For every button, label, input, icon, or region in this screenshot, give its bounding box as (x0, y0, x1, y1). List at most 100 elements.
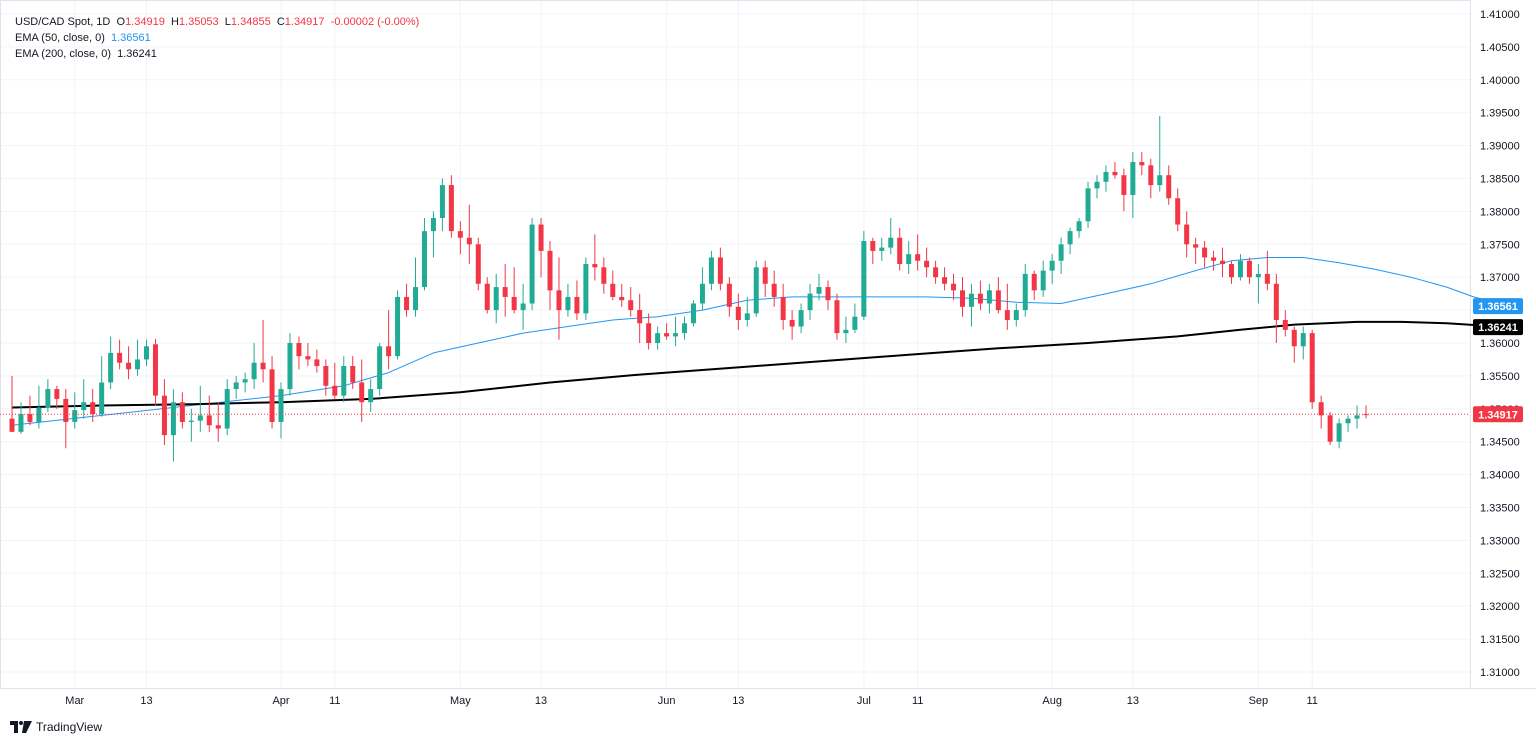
candle-body (1058, 244, 1064, 261)
candle-body (1202, 247, 1208, 258)
candle (287, 333, 293, 396)
candle-body (1228, 264, 1234, 278)
price-tick-label: 1.36000 (1480, 338, 1520, 350)
candle (108, 336, 114, 390)
candle-body (1318, 402, 1324, 416)
candle (520, 283, 526, 330)
candle-body (90, 402, 96, 415)
candle (466, 204, 472, 265)
price-tick-label: 1.38500 (1480, 174, 1520, 186)
candle-body (9, 418, 15, 432)
candle (1363, 405, 1369, 419)
price-tick-label: 1.40500 (1480, 42, 1520, 54)
candle-body (45, 389, 51, 408)
candle (538, 217, 544, 278)
candle-body (1220, 260, 1226, 265)
time-tick-label: Jun (658, 695, 676, 707)
candle-body (807, 293, 813, 311)
candle (843, 316, 849, 343)
candle-body (224, 389, 230, 429)
candle (1076, 217, 1082, 238)
candle (986, 283, 992, 314)
candle (628, 287, 634, 317)
candle (699, 267, 705, 311)
candle (690, 300, 696, 327)
candle (484, 277, 490, 314)
candle-body (735, 306, 741, 320)
candle-body (968, 293, 974, 307)
candle (717, 247, 723, 291)
candle (834, 293, 840, 340)
candle-body (269, 369, 275, 422)
candle (99, 356, 105, 417)
price-tick-label: 1.35500 (1480, 371, 1520, 383)
candle (1103, 165, 1109, 192)
candle-body (619, 296, 625, 301)
candle (152, 339, 158, 406)
candle (430, 211, 436, 258)
candle (90, 389, 96, 422)
candle (439, 178, 445, 232)
candle (637, 293, 643, 343)
price-tick-label: 1.31500 (1480, 634, 1520, 646)
time-tick-label: Jul (857, 695, 871, 707)
candle (1112, 162, 1118, 179)
price-labels: 1.36561 1.36241 1.34917 (1473, 298, 1523, 423)
candle-body (448, 185, 454, 232)
legend-ema50-row[interactable]: EMA (50, close, 0) 1.36561 (15, 30, 419, 46)
candle (278, 382, 284, 439)
tradingview-branding[interactable]: TradingView (10, 720, 102, 734)
candle-body (421, 231, 427, 288)
candle (72, 392, 78, 429)
candle-body (682, 323, 688, 334)
candle (1237, 254, 1243, 281)
candle (959, 277, 965, 317)
price-axis[interactable]: 1.41000 1.40500 1.40000 1.39500 1.39000 1.385… (1480, 9, 1520, 679)
candle (951, 273, 957, 301)
legend-ema200-row[interactable]: EMA (200, close, 0) 1.36241 (15, 46, 419, 62)
candle (1013, 303, 1019, 327)
candle-body (197, 415, 203, 421)
candle-body (906, 254, 912, 265)
candle (368, 379, 374, 413)
candle (36, 385, 42, 429)
candle-body (771, 283, 777, 297)
candle-body (1049, 260, 1055, 271)
candle (179, 392, 185, 429)
candle-body (404, 296, 410, 311)
time-axis[interactable]: Mar 13 Apr 11 May 13 Jun 13 Jul 11 Aug 13 Sep 11 (65, 695, 1318, 707)
candle (968, 283, 974, 327)
price-label-box (1473, 298, 1523, 315)
time-tick-label: Apr (272, 695, 289, 707)
candle (825, 280, 831, 311)
candle (1004, 283, 1010, 330)
candle (1139, 152, 1145, 176)
candle (1175, 188, 1181, 232)
candle (673, 316, 679, 347)
candle-body (852, 316, 858, 330)
price-label-ema-50: 1.36561 (1473, 298, 1523, 315)
candle-body (72, 410, 78, 422)
candle-body (565, 296, 571, 311)
candle (619, 283, 625, 307)
candle-body (951, 283, 957, 291)
price-tick-label: 1.40000 (1480, 75, 1520, 87)
candle-body (825, 287, 831, 301)
candle (879, 237, 885, 261)
candle-body (135, 359, 141, 370)
candle-body (152, 344, 158, 396)
candle-body (843, 329, 849, 334)
candle-body (753, 267, 759, 314)
time-tick-label: Aug (1042, 695, 1062, 707)
symbol-label[interactable]: USD/CAD Spot, 1D (15, 16, 111, 28)
candle-body (1273, 283, 1279, 320)
candle (1157, 115, 1163, 192)
candle-body (1291, 329, 1297, 347)
candle (448, 175, 454, 238)
candle-body (870, 241, 876, 251)
candle-body (36, 407, 42, 422)
candle (601, 257, 607, 294)
candle (933, 260, 939, 284)
candle-body (637, 310, 643, 324)
